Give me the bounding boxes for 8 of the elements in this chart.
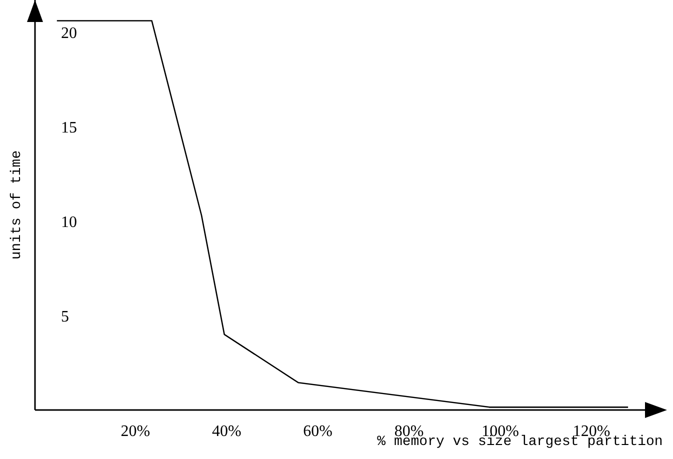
x-tick-label: 40% <box>212 423 242 440</box>
x-tick-label: 60% <box>303 423 333 440</box>
y-tick-label: 10 <box>61 214 77 232</box>
y-tick-label: 20 <box>61 25 77 42</box>
y-tick-label: 5 <box>61 308 69 326</box>
y-axis-title: units of time <box>9 150 25 260</box>
y-tick-label: 15 <box>61 120 77 137</box>
x-tick-label: 20% <box>120 423 150 440</box>
